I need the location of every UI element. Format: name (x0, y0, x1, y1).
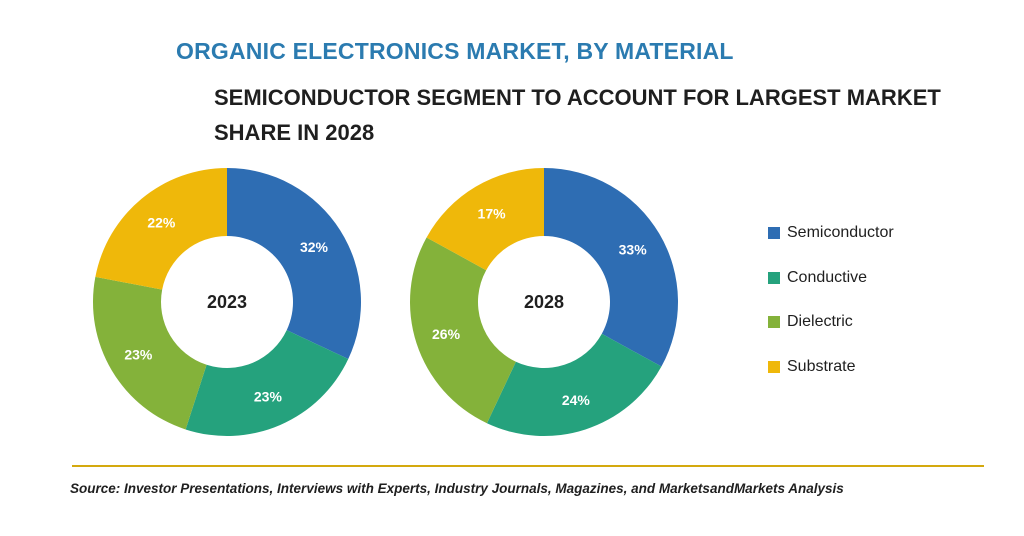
slice-dielectric-2028 (409, 237, 516, 424)
slice-label-substrate-2023: 22% (147, 215, 176, 231)
legend-swatch-semiconductor (768, 227, 780, 239)
legend-label-substrate: Substrate (787, 357, 856, 375)
slice-label-semiconductor-2023: 32% (300, 239, 329, 255)
slice-semiconductor-2028 (544, 168, 678, 367)
slice-label-semiconductor-2028: 33% (619, 242, 648, 258)
slice-label-dielectric-2028: 26% (432, 326, 461, 342)
legend-item-semiconductor: Semiconductor (768, 222, 894, 244)
slice-substrate-2028 (426, 168, 544, 271)
legend-item-conductive: Conductive (768, 267, 894, 289)
slice-semiconductor-2023 (227, 168, 361, 360)
donut-center-label-2023: 2023 (207, 292, 247, 312)
slice-label-substrate-2028: 17% (478, 205, 507, 221)
legend-swatch-dielectric (768, 316, 780, 328)
slice-label-conductive-2028: 24% (562, 392, 591, 408)
legend: Semiconductor Conductive Dielectric Subs… (768, 222, 894, 400)
legend-label-dielectric: Dielectric (787, 313, 853, 330)
chart-title: ORGANIC ELECTRONICS MARKET, BY MATERIAL (176, 38, 734, 64)
slice-dielectric-2023 (93, 276, 207, 430)
slice-label-conductive-2023: 23% (254, 389, 283, 405)
legend-swatch-substrate (768, 360, 780, 373)
legend-item-dielectric: Dielectric (768, 311, 894, 333)
legend-label-conductive: Conductive (787, 268, 868, 286)
slice-conductive-2023 (185, 330, 349, 436)
chart-subtitle: SEMICONDUCTOR SEGMENT TO ACCOUNT FOR LAR… (214, 85, 941, 145)
donut-center-label-2028: 2028 (524, 292, 564, 312)
legend-item-substrate: Substrate (768, 356, 894, 378)
slice-substrate-2023 (95, 168, 227, 290)
source-note: Source: Investor Presentations, Intervie… (70, 481, 844, 496)
legend-swatch-conductive (768, 271, 780, 284)
source-divider (72, 465, 984, 467)
legend-label-semiconductor: Semiconductor (787, 224, 894, 241)
slice-conductive-2028 (486, 333, 662, 436)
slice-label-dielectric-2023: 23% (124, 346, 153, 362)
